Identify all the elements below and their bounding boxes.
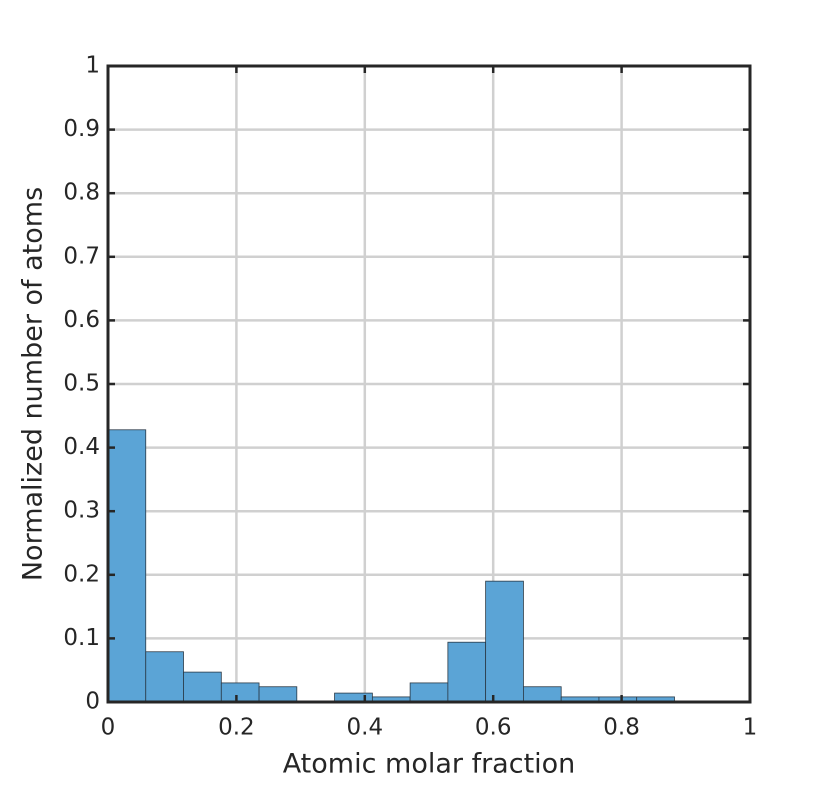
bar — [183, 671, 222, 703]
y-tick-label: 0.6 — [63, 307, 100, 333]
bar — [145, 651, 184, 703]
x-tick-label: 0.4 — [347, 715, 384, 741]
y-tick-label: 0.4 — [63, 434, 100, 460]
x-tick-label: 0.2 — [218, 715, 255, 741]
x-tick-label: 1 — [743, 715, 758, 741]
y-tick-label: 0.2 — [63, 561, 100, 587]
x-tick-label: 0 — [101, 715, 116, 741]
y-tick-label: 0 — [85, 689, 100, 715]
bar — [220, 682, 260, 703]
y-tick-label: 0.1 — [63, 625, 100, 651]
bar — [523, 686, 562, 703]
y-axis-label: Normalized number of atoms — [18, 187, 49, 581]
bar — [107, 429, 147, 703]
x-tick-label: 0.8 — [603, 715, 640, 741]
y-tick-label: 0.5 — [63, 371, 100, 397]
y-tick-label: 0.8 — [63, 180, 100, 206]
y-tick-label: 0.7 — [63, 243, 100, 269]
y-tick-label: 1 — [85, 53, 100, 79]
y-tick-label: 0.9 — [63, 116, 100, 142]
bar — [409, 682, 449, 703]
x-tick-label: 0.6 — [475, 715, 512, 741]
bar — [485, 580, 524, 703]
y-tick-label: 0.3 — [63, 498, 100, 524]
bar — [447, 641, 487, 703]
bar — [258, 686, 298, 703]
x-axis-label: Atomic molar fraction — [283, 749, 576, 780]
